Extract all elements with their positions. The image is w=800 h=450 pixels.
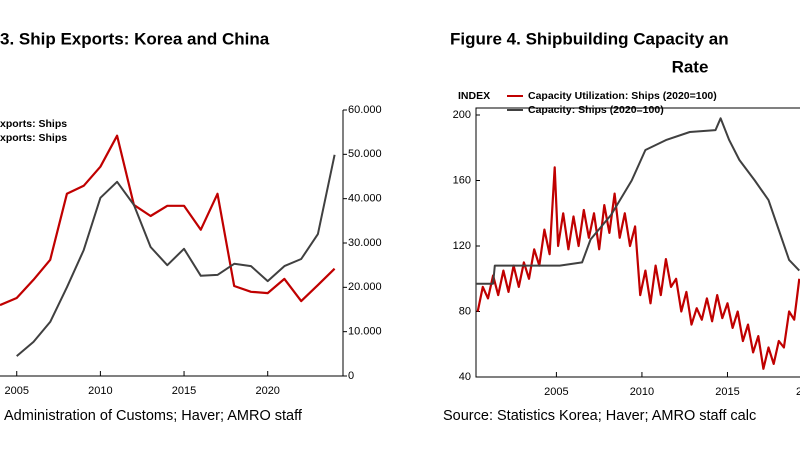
x-tick-label: 2010 bbox=[630, 386, 654, 398]
x-tick-label: 2020 bbox=[255, 385, 279, 397]
y-tick-label: 80 bbox=[459, 305, 471, 317]
chart-title: Figure 4. Shipbuilding Capacity an bbox=[450, 29, 729, 48]
y-tick-label: 40.000 bbox=[348, 193, 382, 205]
y-tick-label: 40 bbox=[459, 371, 471, 383]
legend-label: Capacity Utilization: Ships (2020=100) bbox=[528, 90, 717, 102]
legend-label: Capacity: Ships (2020=100) bbox=[528, 104, 664, 116]
x-tick-label: 2015 bbox=[715, 386, 739, 398]
x-tick-label: 2015 bbox=[172, 385, 196, 397]
legend-label: xports: Ships bbox=[0, 132, 67, 144]
y-tick-label: 0 bbox=[348, 370, 354, 382]
series-line bbox=[16, 154, 336, 357]
y-tick-label: 160 bbox=[453, 174, 471, 186]
y-tick-label: 20.000 bbox=[348, 281, 382, 293]
x-tick-label: 2010 bbox=[88, 385, 112, 397]
y-tick-label: 30.000 bbox=[348, 237, 382, 249]
x-tick-label: 2005 bbox=[544, 386, 568, 398]
series-line bbox=[476, 117, 800, 285]
y-axis-label: INDEX bbox=[458, 90, 490, 102]
source-note: Source: Statistics Korea; Haver; AMRO st… bbox=[443, 408, 756, 424]
x-tick-label: 2005 bbox=[4, 385, 28, 397]
y-tick-label: 10.000 bbox=[348, 326, 382, 338]
chart-title: 3. Ship Exports: Korea and China bbox=[0, 29, 270, 48]
source-note: Administration of Customs; Haver; AMRO s… bbox=[4, 408, 303, 424]
legend-label: xports: Ships bbox=[0, 118, 67, 130]
y-tick-label: 60.000 bbox=[348, 104, 382, 116]
plot-frame bbox=[475, 107, 800, 378]
series-line bbox=[476, 166, 800, 370]
y-tick-label: 50.000 bbox=[348, 148, 382, 160]
chart-title: Rate bbox=[672, 57, 709, 76]
series-line bbox=[0, 134, 336, 307]
y-tick-label: 120 bbox=[453, 240, 471, 252]
y-tick-label: 200 bbox=[453, 109, 471, 121]
x-tick-label: 2 bbox=[796, 386, 800, 398]
